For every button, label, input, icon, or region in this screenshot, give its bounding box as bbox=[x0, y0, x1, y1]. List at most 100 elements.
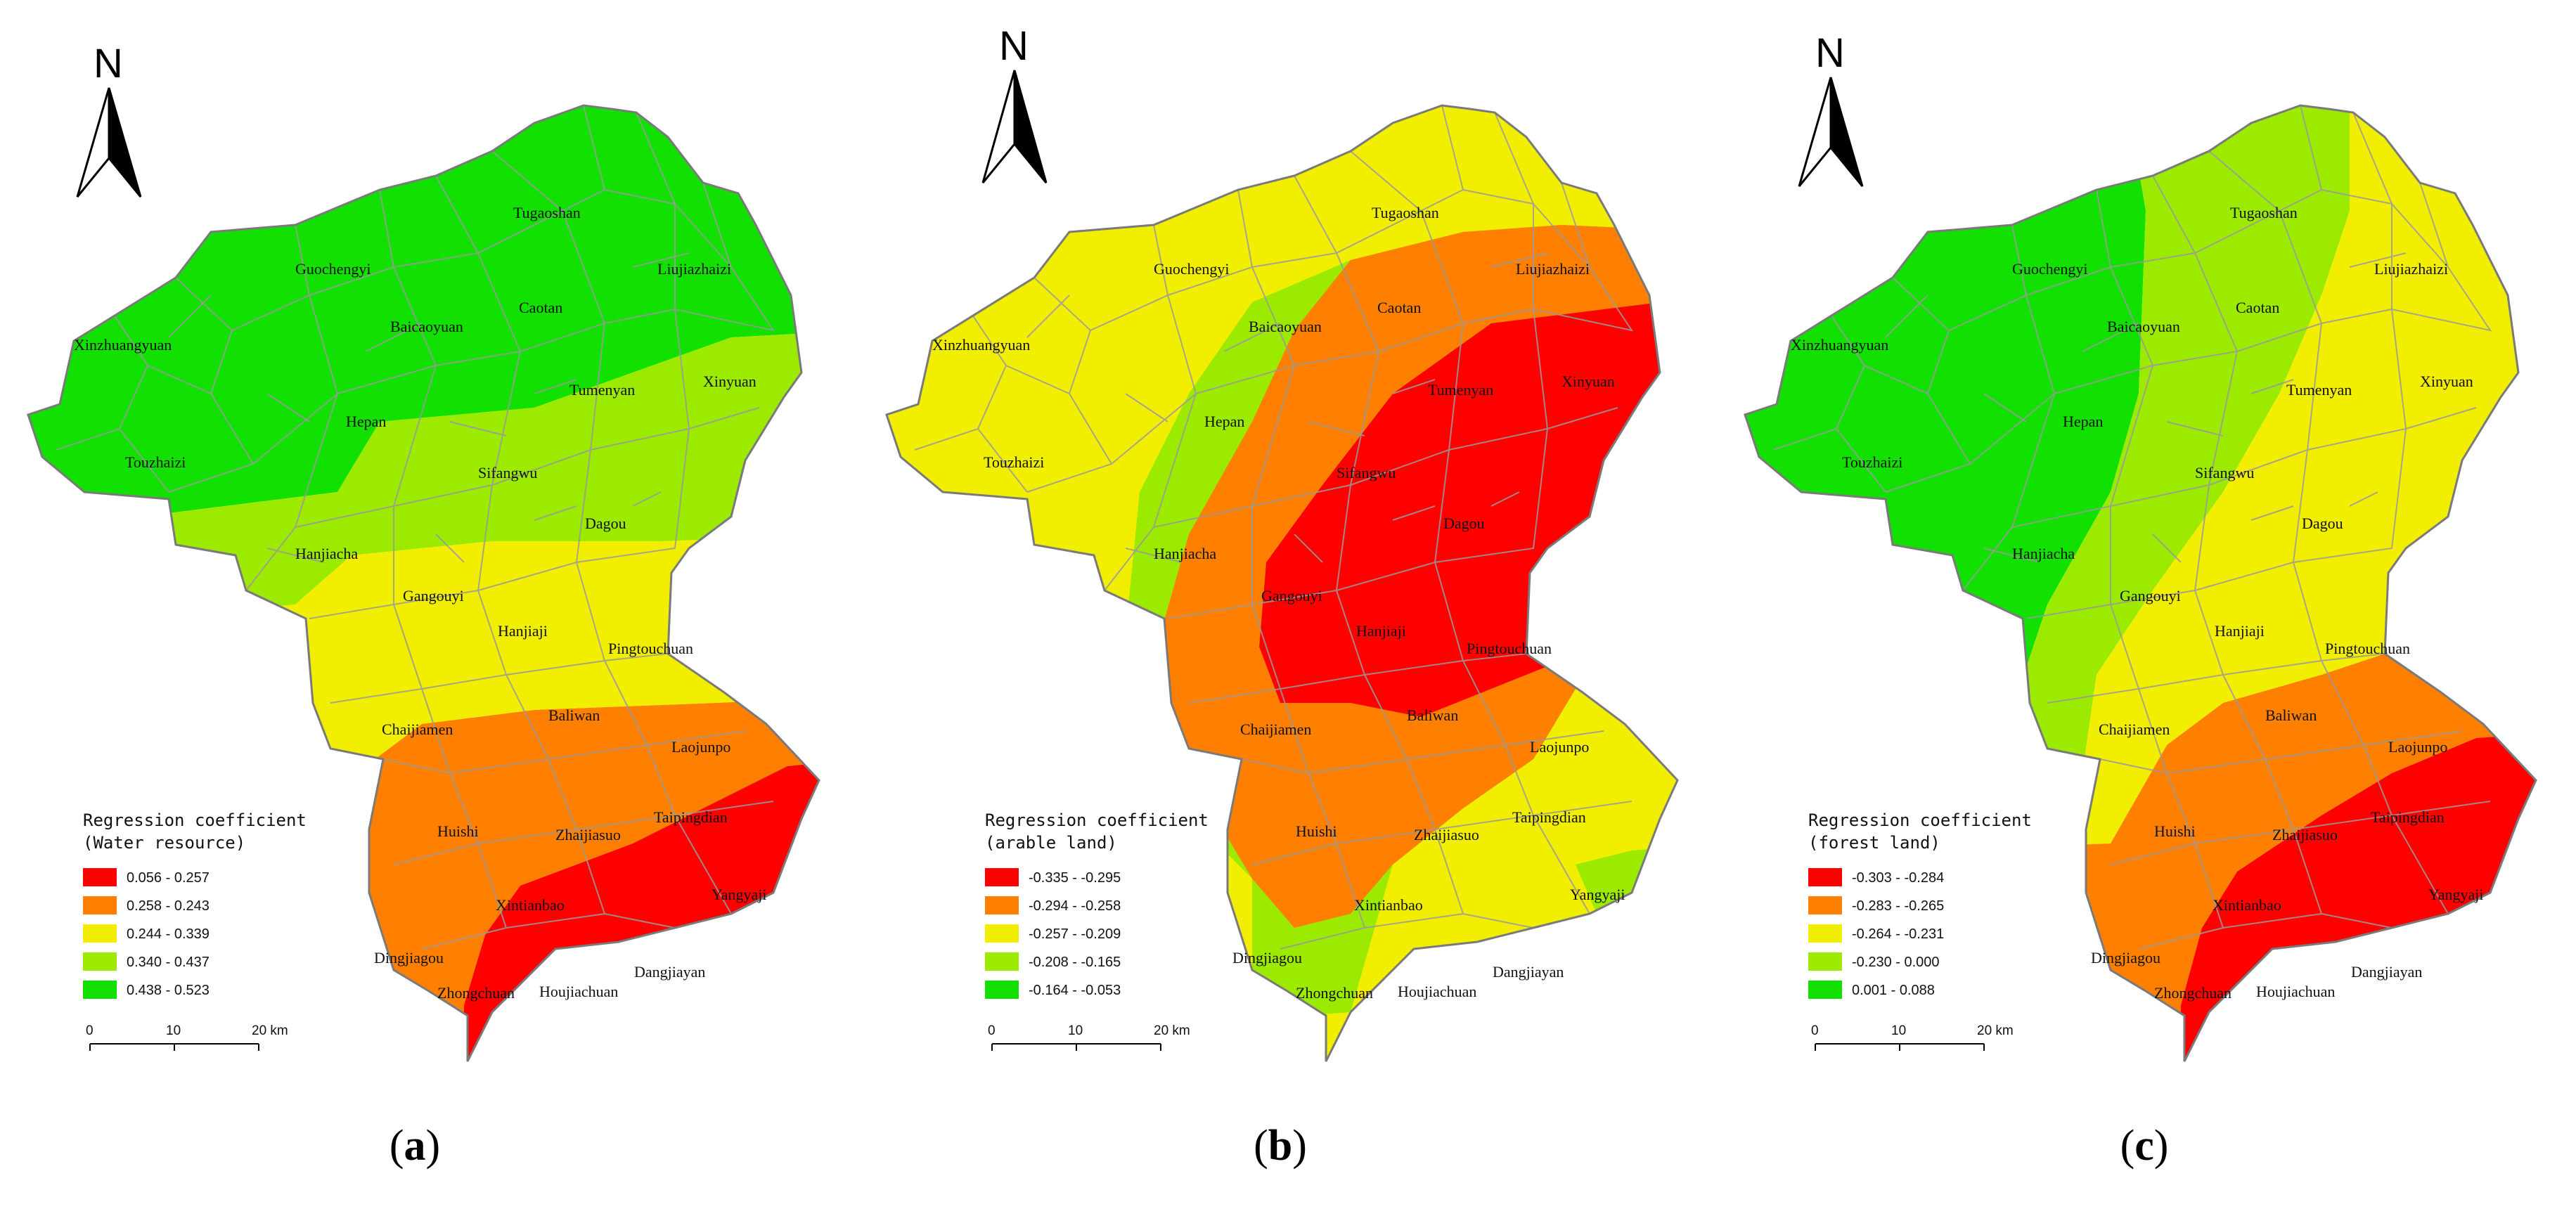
label-tugaoshan: Tugaoshan bbox=[2230, 204, 2298, 221]
svg-text:N: N bbox=[1815, 30, 1845, 76]
label-dangjiayan: Dangjiayan bbox=[2351, 963, 2422, 981]
svg-text:0.258 - 0.243: 0.258 - 0.243 bbox=[127, 898, 210, 914]
label-dagou: Dagou bbox=[1443, 515, 1485, 532]
label-baicaoyuan: Baicaoyuan bbox=[390, 318, 463, 335]
map-panel-c: Tugaoshan Guochengyi Liujiazhaizi Caotan… bbox=[1717, 0, 2575, 1209]
label-dingjiagou: Dingjiagou bbox=[2091, 949, 2160, 966]
label-tugaoshan: Tugaoshan bbox=[513, 204, 581, 221]
label-zhongchuan: Zhongchuan bbox=[437, 984, 515, 1002]
svg-text:Regression coefficient: Regression coefficient bbox=[985, 810, 1209, 830]
label-baicaoyuan: Baicaoyuan bbox=[2107, 318, 2180, 335]
label-xinyuan: Xinyuan bbox=[1561, 373, 1615, 390]
label-touzhaizi: Touzhaizi bbox=[125, 453, 186, 471]
svg-text:0: 0 bbox=[1811, 1023, 1819, 1038]
label-zhaijiasuo: Zhaijiasuo bbox=[2272, 826, 2338, 843]
label-dagou: Dagou bbox=[585, 515, 626, 532]
label-xinzhuangyuan: Xinzhuangyuan bbox=[1791, 336, 1888, 354]
label-dingjiagou: Dingjiagou bbox=[1232, 949, 1302, 966]
label-gangouyi: Gangouyi bbox=[1261, 587, 1322, 604]
legend-swatch-3 bbox=[1808, 924, 1842, 943]
svg-text:-0.264 - -0.231: -0.264 - -0.231 bbox=[1852, 926, 1944, 942]
label-caotan: Caotan bbox=[2236, 299, 2279, 316]
scale-bar-b: 0 10 20 km bbox=[988, 1023, 1190, 1051]
label-laojunpo: Laojunpo bbox=[2388, 738, 2447, 756]
label-laojunpo: Laojunpo bbox=[1530, 738, 1589, 756]
label-xinyuan: Xinyuan bbox=[2420, 373, 2473, 390]
svg-text:20 km: 20 km bbox=[1977, 1023, 2014, 1038]
legend-c: Regression coefficient (forest land) -0.… bbox=[1808, 810, 2032, 999]
label-xinzhuangyuan: Xinzhuangyuan bbox=[74, 336, 172, 354]
svg-text:-0.257 - -0.209: -0.257 - -0.209 bbox=[1029, 926, 1121, 942]
label-huishi: Huishi bbox=[2154, 822, 2196, 840]
region-boundary-b bbox=[885, 104, 1679, 1062]
scale-bar-c: 0 10 20 km bbox=[1811, 1023, 2014, 1051]
svg-text:0.001 - 0.088: 0.001 - 0.088 bbox=[1852, 983, 1935, 998]
zone-3 bbox=[1745, 105, 2536, 858]
label-pingtouchuan: Pingtouchuan bbox=[2325, 640, 2410, 657]
label-hanjiacha: Hanjiacha bbox=[1154, 545, 1216, 562]
label-yangyaji: Yangyaji bbox=[711, 886, 766, 903]
legend-swatch-2 bbox=[985, 896, 1019, 914]
legend-swatch-1 bbox=[985, 868, 1019, 886]
region-boundary-c bbox=[1744, 104, 2537, 1062]
zone-2 bbox=[1745, 105, 2350, 787]
label-guochengyi: Guochengyi bbox=[295, 260, 371, 278]
svg-text:20 km: 20 km bbox=[252, 1023, 288, 1038]
label-sifangwu: Sifangwu bbox=[2195, 464, 2254, 481]
svg-text:N: N bbox=[94, 41, 123, 86]
map-panel-a: Tugaoshan Guochengyi Liujiazhaizi Caotan… bbox=[0, 0, 858, 1209]
label-hepan: Hepan bbox=[1204, 413, 1244, 430]
label-xintianbao: Xintianbao bbox=[496, 896, 565, 914]
map-b-canvas: Tugaoshan Guochengyi Liujiazhaizi Caotan… bbox=[885, 23, 1679, 1062]
svg-text:-0.208 - -0.165: -0.208 - -0.165 bbox=[1029, 955, 1121, 970]
label-hanjiacha: Hanjiacha bbox=[295, 545, 358, 562]
label-xintianbao: Xintianbao bbox=[1354, 896, 1423, 914]
label-zhaijiasuo: Zhaijiasuo bbox=[555, 826, 621, 843]
label-guochengyi: Guochengyi bbox=[1154, 260, 1230, 278]
north-arrow-icon: N bbox=[981, 23, 1048, 183]
caption-b: (b) bbox=[1254, 1122, 1307, 1170]
svg-text:10: 10 bbox=[1891, 1023, 1906, 1038]
svg-text:-0.294 - -0.258: -0.294 - -0.258 bbox=[1029, 898, 1121, 914]
legend-swatch-5 bbox=[83, 981, 117, 999]
svg-text:10: 10 bbox=[166, 1023, 181, 1038]
label-hepan: Hepan bbox=[2063, 413, 2103, 430]
label-houjiachuan: Houjiachuan bbox=[1398, 983, 1476, 1000]
svg-text:0: 0 bbox=[86, 1023, 94, 1038]
label-huishi: Huishi bbox=[437, 822, 479, 840]
label-hanjiaji: Hanjiaji bbox=[2215, 622, 2265, 640]
svg-text:-0.303 - -0.284: -0.303 - -0.284 bbox=[1852, 870, 1944, 886]
label-liujiazhaizi: Liujiazhaizi bbox=[1516, 260, 1590, 278]
svg-text:20 km: 20 km bbox=[1154, 1023, 1190, 1038]
caption-letter-c: c bbox=[2134, 1122, 2154, 1170]
legend-swatch-1 bbox=[1808, 868, 1842, 886]
svg-text:(arable land): (arable land) bbox=[985, 833, 1117, 853]
legend-swatch-2 bbox=[1808, 896, 1842, 914]
zone-3 bbox=[1161, 225, 1677, 928]
scale-bar-a: 0 10 20 km bbox=[86, 1023, 288, 1051]
svg-text:-0.230 - 0.000: -0.230 - 0.000 bbox=[1852, 955, 1940, 970]
legend-a: Regression coefficient (Water resource) … bbox=[83, 810, 307, 999]
label-baliwan: Baliwan bbox=[2265, 706, 2317, 724]
svg-text:0.340 - 0.437: 0.340 - 0.437 bbox=[127, 955, 210, 970]
label-liujiazhaizi: Liujiazhaizi bbox=[2374, 260, 2448, 278]
north-arrow-icon: N bbox=[1798, 30, 1864, 187]
label-hanjiacha: Hanjiacha bbox=[2012, 545, 2075, 562]
label-touzhaizi: Touzhaizi bbox=[1842, 453, 1902, 471]
label-hepan: Hepan bbox=[346, 413, 386, 430]
legend-swatch-3 bbox=[83, 924, 117, 943]
label-taipingdian: Taipingdian bbox=[2371, 808, 2445, 826]
label-dangjiayan: Dangjiayan bbox=[1493, 963, 1564, 981]
label-taipingdian: Taipingdian bbox=[654, 808, 728, 826]
label-dagou: Dagou bbox=[2302, 515, 2343, 532]
label-huishi: Huishi bbox=[1296, 822, 1337, 840]
label-tumenyan: Tumenyan bbox=[1428, 381, 1493, 399]
label-sifangwu: Sifangwu bbox=[1337, 464, 1396, 481]
legend-b: Regression coefficient (arable land) -0.… bbox=[985, 810, 1209, 999]
label-hanjiaji: Hanjiaji bbox=[1356, 622, 1406, 640]
label-guochengyi: Guochengyi bbox=[2012, 260, 2088, 278]
svg-text:N: N bbox=[999, 23, 1029, 69]
svg-text:(Water resource): (Water resource) bbox=[83, 833, 245, 853]
label-houjiachuan: Houjiachuan bbox=[2256, 983, 2335, 1000]
svg-text:(forest land): (forest land) bbox=[1808, 833, 1940, 853]
